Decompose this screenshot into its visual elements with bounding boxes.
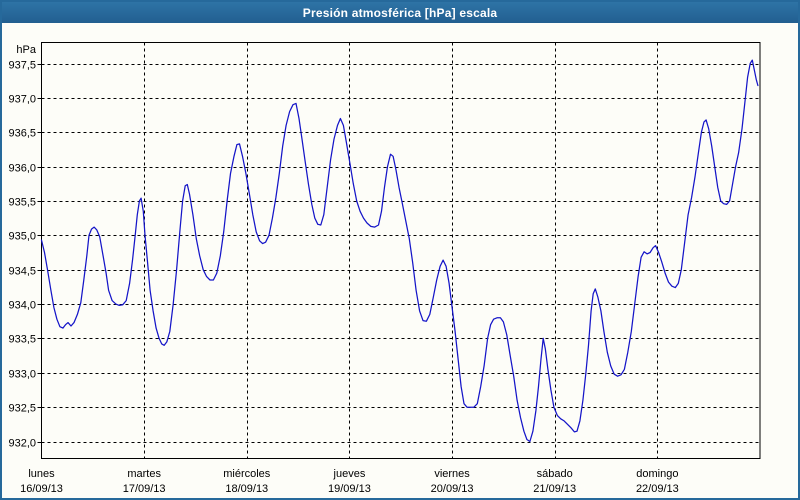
day-date-label: 17/09/13: [123, 483, 166, 495]
chart-title: Presión atmosférica [hPa] escala: [302, 5, 498, 20]
y-tick-label: 933,5: [8, 334, 36, 346]
y-tick-label: 933,0: [8, 369, 36, 381]
day-name-label: miércoles: [223, 468, 271, 480]
y-axis-unit-label: hPa: [16, 44, 36, 56]
plot-frame: [41, 42, 761, 459]
day-name-label: jueves: [333, 468, 366, 480]
day-date-label: 18/09/13: [225, 483, 268, 495]
y-tick-label: 937,5: [8, 60, 36, 72]
pressure-series-line: [40, 59, 759, 443]
day-date-label: 22/09/13: [636, 483, 679, 495]
day-date-label: 19/09/13: [328, 483, 371, 495]
y-tick-label: 934,5: [8, 266, 36, 278]
day-date-label: 20/09/13: [431, 483, 474, 495]
y-tick-label: 935,0: [8, 231, 36, 243]
day-name-label: martes: [127, 468, 161, 480]
day-name-label: lunes: [28, 468, 55, 480]
title-bar: Presión atmosférica [hPa] escala: [2, 2, 798, 23]
day-name-label: domingo: [636, 468, 678, 480]
day-name-label: viernes: [434, 468, 470, 480]
day-date-label: 16/09/13: [20, 483, 63, 495]
y-tick-label: 932,5: [8, 403, 36, 415]
y-tick-label: 932,0: [8, 438, 36, 450]
day-name-label: sábado: [537, 468, 573, 480]
day-date-label: 21/09/13: [533, 483, 576, 495]
y-tick-label: 936,5: [8, 128, 36, 140]
y-tick-label: 935,5: [8, 197, 36, 209]
y-tick-label: 937,0: [8, 94, 36, 106]
y-tick-label: 934,0: [8, 300, 36, 312]
y-tick-label: 936,0: [8, 163, 36, 175]
